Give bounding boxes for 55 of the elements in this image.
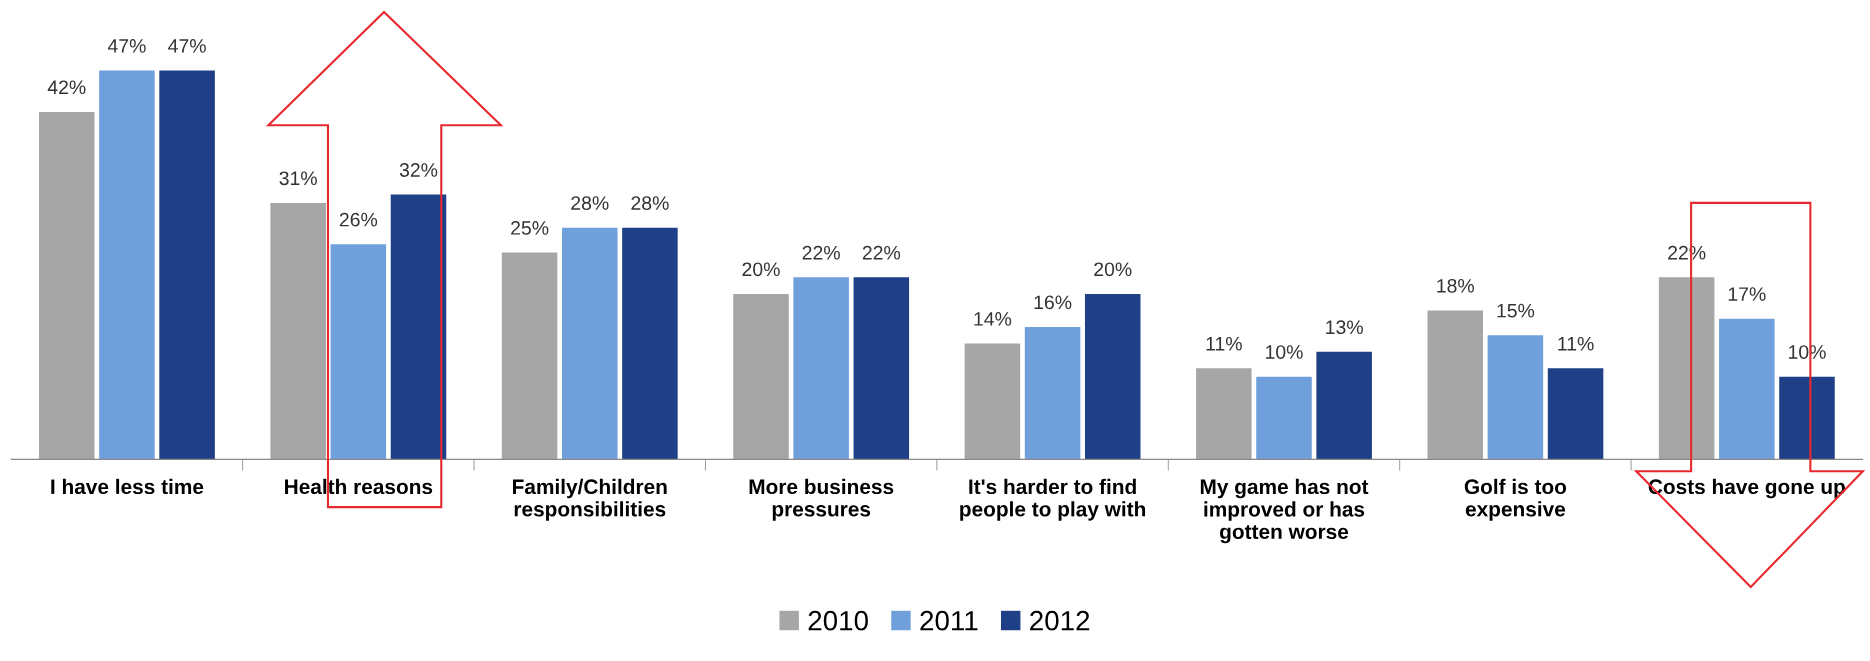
bar <box>1196 368 1252 460</box>
x-tick-label: I have less time <box>51 478 204 495</box>
bar <box>99 70 155 460</box>
data-label: 42% <box>47 80 86 95</box>
data-label: 11% <box>1206 336 1242 351</box>
data-label: 28% <box>571 196 609 210</box>
data-label: 47% <box>107 39 146 53</box>
bar <box>853 277 910 460</box>
x-tick-label: Golf is too expensive <box>1464 478 1567 521</box>
data-label: 22% <box>802 245 840 260</box>
bar <box>159 70 215 460</box>
legend-label: 2010 <box>808 610 868 631</box>
data-label: 10% <box>1266 345 1303 359</box>
data-label: 22% <box>862 245 901 260</box>
legend-label: 2011 <box>920 610 978 631</box>
data-label: 26% <box>339 212 378 227</box>
bar <box>1658 277 1715 460</box>
data-label: 17% <box>1728 287 1766 301</box>
bar <box>38 111 95 460</box>
bar <box>1316 351 1372 460</box>
x-tick-label: Family/Children responsibilities <box>513 478 667 521</box>
bar <box>1719 318 1775 460</box>
data-label: 14% <box>974 312 1012 326</box>
x-tick-label: My game has not improved or has gotten worse <box>1200 478 1369 544</box>
bar <box>1547 368 1604 460</box>
x-tick-label: It's harder to find people to play with <box>960 478 1146 521</box>
data-label: 15% <box>1497 303 1535 318</box>
legend-label: 2012 <box>1030 610 1090 631</box>
bar <box>1487 335 1544 460</box>
data-label: 20% <box>742 262 780 277</box>
data-label: 13% <box>1326 320 1363 335</box>
data-label: 25% <box>511 221 549 235</box>
data-label: 18% <box>1437 278 1474 293</box>
data-label: 31% <box>279 171 317 186</box>
data-label: 47% <box>168 39 206 53</box>
bar <box>1427 310 1483 460</box>
bar <box>330 244 387 460</box>
x-tick-label: More business pressures <box>749 478 894 521</box>
bar <box>1256 376 1312 460</box>
data-label: 11% <box>1558 336 1594 351</box>
data-label: 16% <box>1034 295 1072 310</box>
bar <box>733 293 789 460</box>
bar <box>622 227 678 460</box>
data-label: 20% <box>1094 262 1132 277</box>
bar <box>390 194 447 460</box>
bar <box>793 277 849 460</box>
bar <box>270 202 326 460</box>
bar <box>501 252 558 460</box>
bar <box>561 227 618 460</box>
bar <box>964 343 1021 460</box>
bar <box>1779 376 1835 460</box>
bar <box>1024 326 1081 460</box>
bar <box>1084 293 1141 460</box>
data-label: 28% <box>631 196 669 210</box>
data-label: 32% <box>399 163 438 177</box>
